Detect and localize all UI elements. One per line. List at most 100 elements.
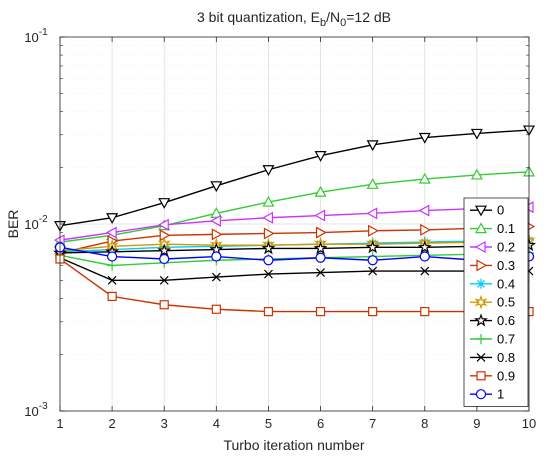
legend-marker: [476, 371, 486, 381]
legend-marker: [476, 334, 486, 344]
data-point: [107, 275, 117, 285]
legend-marker: [474, 205, 488, 217]
chart-title: 3 bit quantization, Eb/N0=12 dB: [197, 9, 391, 29]
series-0: [53, 125, 536, 232]
data-point: [470, 168, 483, 180]
legend-marker: [474, 240, 486, 254]
x-tick-label: 9: [473, 416, 480, 431]
legend-label: 0.2: [497, 240, 515, 255]
data-point: [263, 307, 274, 317]
data-point: [314, 185, 327, 197]
data-point: [366, 140, 379, 152]
legend-item: 0.3: [470, 258, 515, 273]
y-tick-label: 10-1: [24, 27, 48, 45]
title-mid: /N: [326, 9, 340, 25]
legend: 0 0.1 0.2 0.3 0.4 0.5 0.6 0.7 0.8 0.9 1: [463, 197, 529, 407]
data-point: [418, 204, 430, 217]
data-point: [420, 266, 430, 276]
series-line: [59, 129, 530, 227]
series-line: [59, 206, 530, 241]
data-point: [157, 243, 172, 257]
legend-item: 0.5: [470, 295, 515, 310]
legend-item: 0.1: [470, 221, 515, 236]
data-point: [417, 240, 432, 254]
data-point: [420, 223, 432, 236]
legend-marker: [474, 313, 488, 327]
data-point: [210, 214, 221, 227]
data-point: [159, 253, 170, 265]
title-tail: =12 dB: [346, 9, 391, 25]
data-point: [315, 226, 327, 239]
data-point: [418, 132, 431, 144]
data-point: [419, 251, 430, 262]
legend-item: 0.8: [470, 350, 515, 365]
legend-label: 0.5: [497, 295, 515, 310]
data-point: [261, 241, 276, 255]
legend-item: 0.6: [470, 313, 515, 328]
data-point: [262, 195, 275, 207]
data-point: [264, 269, 273, 279]
legend-item: 0.4: [470, 276, 515, 291]
title-sub-0: 0: [340, 17, 346, 29]
data-point: [315, 252, 326, 263]
legend-marker: [474, 294, 488, 310]
series-line: [59, 240, 530, 252]
data-point: [211, 304, 221, 314]
data-point: [420, 307, 430, 317]
data-point: [211, 272, 221, 282]
y-tick-label: 10-3: [24, 401, 48, 419]
data-point: [314, 209, 326, 222]
data-point: [418, 172, 431, 184]
data-point: [107, 251, 118, 262]
legend-marker: [476, 352, 486, 362]
data-point: [365, 240, 380, 254]
data-point: [368, 307, 378, 317]
legend-item: 0.7: [470, 332, 515, 347]
data-point: [368, 224, 379, 237]
legend-label: 0.1: [497, 221, 515, 236]
data-point: [315, 307, 326, 317]
legend-label: 0: [497, 203, 504, 218]
data-point: [210, 181, 223, 193]
series-line: [59, 225, 530, 254]
legend-label: 0.3: [497, 258, 515, 273]
x-tick-label: 6: [317, 416, 324, 431]
legend-label: 0.4: [497, 276, 515, 291]
data-point: [368, 266, 378, 276]
y-tick-label: 10-2: [24, 214, 48, 232]
data-point: [262, 211, 274, 224]
data-point: [470, 128, 483, 140]
legend-item: 0: [470, 203, 504, 218]
data-point: [262, 165, 275, 176]
data-point: [366, 178, 379, 189]
data-point: [107, 291, 117, 302]
data-point: [107, 260, 118, 271]
series-line: [59, 258, 529, 313]
data-point: [157, 218, 169, 231]
data-point: [158, 198, 171, 209]
data-point: [522, 201, 534, 214]
data-point: [367, 255, 378, 266]
title-main: 3 bit quantization, E: [197, 9, 320, 25]
data-point: [106, 213, 119, 224]
series-line: [59, 257, 529, 281]
data-point: [314, 151, 327, 162]
data-point: [263, 255, 274, 266]
legend-item: 0.9: [470, 368, 515, 383]
legend-item: 0.2: [470, 240, 515, 255]
legend-marker: [476, 259, 488, 272]
legend-marker: [474, 222, 488, 234]
legend-label: 1: [497, 387, 504, 402]
series-line: [59, 246, 530, 261]
data-point: [159, 229, 171, 242]
legend-label: 0.7: [497, 332, 515, 347]
y-axis-label: BER: [5, 210, 21, 239]
x-tick-label: 1: [56, 416, 63, 431]
data-point: [211, 251, 222, 262]
x-tick-label: 8: [421, 416, 428, 431]
data-point: [316, 268, 325, 277]
x-tick-label: 3: [161, 416, 168, 431]
series-line: [59, 171, 530, 243]
